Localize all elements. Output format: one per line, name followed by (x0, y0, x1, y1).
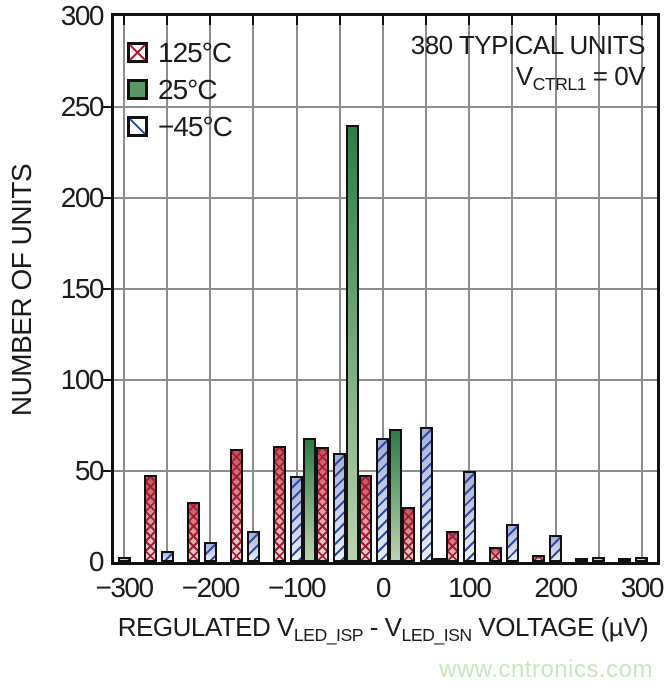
y-tick-mark (102, 379, 111, 381)
bar-25C-0 (389, 429, 403, 562)
vctrl-subscript: CTRL1 (532, 73, 587, 94)
bar-125C--300 (143, 475, 157, 562)
bar-45C--200 (203, 542, 217, 562)
bar-45C--100 (290, 476, 304, 562)
x-tick-mark (338, 16, 341, 25)
bar-45C--300 (117, 557, 131, 562)
watermark: www.cntronics.com (439, 656, 653, 683)
blue-diagonal-swatch-icon (127, 116, 148, 137)
y-tick-mark (102, 288, 111, 290)
x-tick-mark (381, 16, 384, 25)
y-tick-mark (102, 197, 111, 199)
x-tick-label: −300 (95, 572, 154, 603)
x-tick-mark (166, 16, 169, 25)
bar-125C-150 (531, 555, 545, 562)
bar-125C-0 (402, 507, 416, 562)
y-tick-mark (102, 470, 111, 472)
y-tick-label: 50 (74, 455, 105, 486)
bar-125C--50 (359, 475, 373, 562)
x-tick-label: 200 (534, 572, 578, 603)
bar-45C-300 (635, 557, 649, 562)
bar-45C--250 (160, 551, 174, 562)
gridline-y (114, 288, 657, 290)
y-tick-label: 150 (60, 273, 105, 304)
x-tick-label: 300 (620, 572, 665, 603)
legend-item-25c: 25°C (127, 71, 232, 108)
y-tick-mark (102, 106, 111, 108)
legend: 125°C 25°C −45°C (127, 34, 233, 145)
bar-45C-100 (462, 471, 476, 562)
red-crosshatch-swatch-icon (127, 42, 148, 63)
x-axis-title: REGULATED VLED_ISP - VLED_ISN VOLTAGE (µ… (117, 612, 649, 645)
x-tick-mark (295, 16, 298, 25)
y-tick-label: 250 (60, 91, 105, 122)
bar-125C--100 (316, 447, 330, 562)
x-title-subscript-isn: LED_ISN (401, 624, 473, 645)
x-tick-label: −200 (181, 572, 241, 603)
legend-item-minus45c: −45°C (127, 108, 233, 145)
green-solid-swatch-icon (127, 79, 148, 100)
x-tick-mark (123, 16, 125, 25)
legend-label-25c: 25°C (158, 73, 218, 105)
x-tick-mark (425, 16, 428, 25)
y-tick-label: 300 (60, 0, 105, 31)
gridline-y (114, 197, 657, 199)
x-tick-mark (597, 16, 600, 25)
legend-item-125c: 125°C (127, 34, 232, 71)
x-tick-mark (209, 16, 212, 25)
bar-25C--100 (303, 438, 317, 562)
x-tick-mark (640, 16, 643, 25)
bar-45C-0 (376, 438, 390, 562)
legend-label-minus45c: −45°C (158, 110, 233, 142)
x-tick-label: 0 (375, 572, 392, 603)
bar-125C-200 (575, 558, 588, 562)
gridline-y (114, 379, 657, 381)
bar-125C--200 (229, 449, 243, 562)
legend-label-125c: 125°C (158, 36, 232, 68)
plot-area: 125°C 25°C −45°C 380 TYPICAL UNITS VCTRL… (111, 13, 660, 565)
x-tick-label: −100 (268, 572, 327, 603)
bar-25C-50 (432, 558, 446, 562)
x-tick-mark (554, 16, 557, 25)
bar-25C--50 (346, 125, 360, 562)
bar-125C--250 (186, 502, 200, 562)
x-tick-mark (252, 16, 255, 25)
y-tick-label: 200 (60, 182, 105, 213)
bar-45C-150 (505, 524, 519, 562)
bar-125C-50 (445, 531, 459, 562)
gridline-y (114, 106, 657, 108)
annotation: 380 TYPICAL UNITS VCTRL1 = 0V (410, 30, 646, 95)
x-tick-mark (511, 16, 514, 25)
x-tick-mark (468, 16, 471, 25)
bar-45C-250 (592, 557, 606, 562)
annotation-vctrl: VCTRL1 = 0V (515, 61, 646, 94)
bar-45C--150 (246, 531, 260, 562)
annotation-units: 380 TYPICAL UNITS (410, 30, 646, 60)
x-title-subscript-isp: LED_ISP (293, 624, 364, 645)
bar-45C-200 (549, 535, 562, 562)
x-tick-label: 100 (448, 572, 492, 603)
y-tick-label: 100 (60, 364, 105, 395)
bar-125C-100 (488, 547, 502, 562)
bar-125C--150 (272, 446, 286, 562)
bar-125C-250 (618, 558, 632, 562)
bar-45C-50 (419, 427, 433, 562)
y-tick-label: 0 (88, 546, 105, 577)
bar-45C--50 (333, 453, 347, 562)
